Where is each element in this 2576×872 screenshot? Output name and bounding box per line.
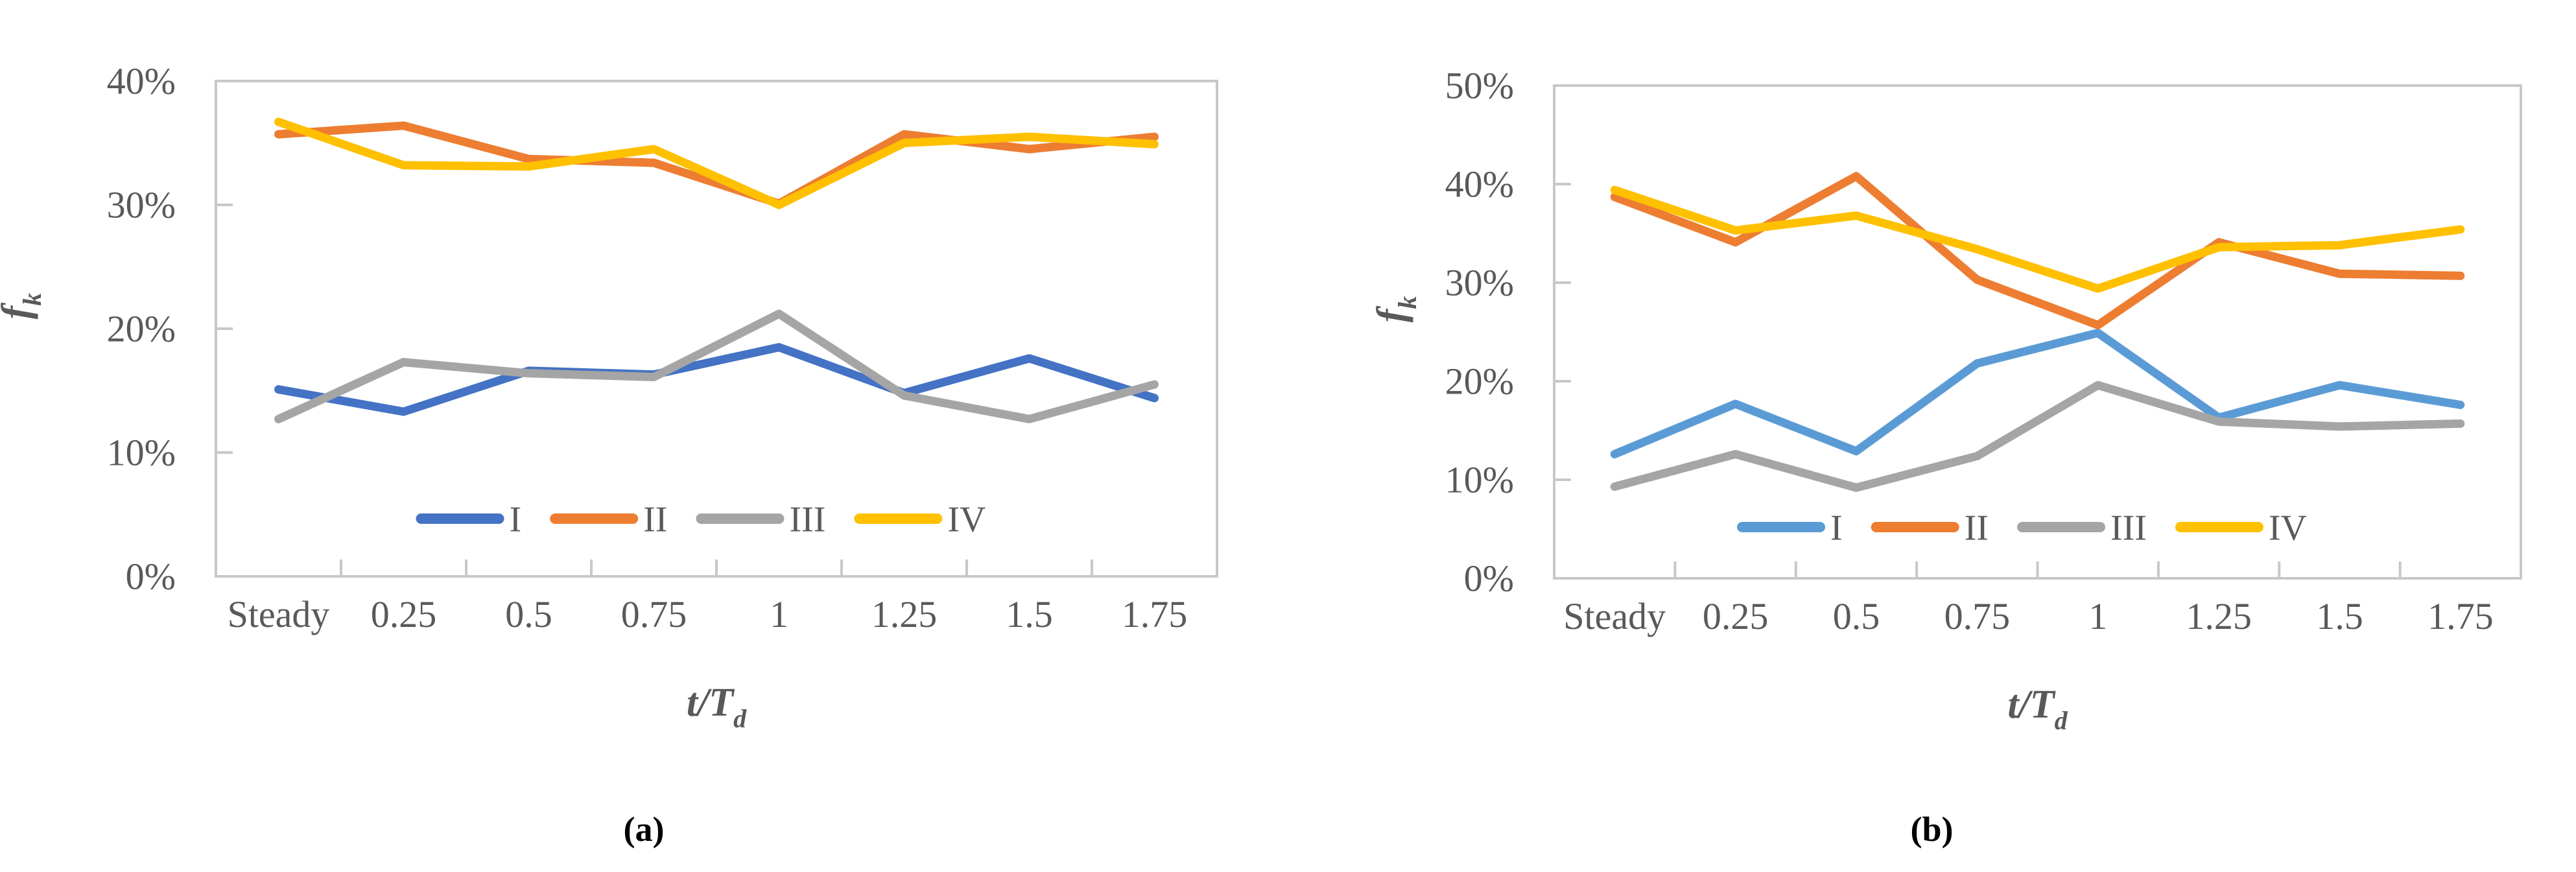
chart-b-x-tick-label: 1: [2088, 595, 2107, 637]
chart-a-y-tick-label: 20%: [107, 308, 176, 350]
chart-b-legend: I II III IV: [1737, 508, 2307, 548]
chart-b-series-II: [1610, 172, 2465, 329]
chart-b-legend-label-III: III: [2110, 508, 2147, 548]
chart-b-x-tick-label: 1.75: [2428, 595, 2494, 637]
chart-panel-a: 0% 10% 20% 30% 40% Steady 0.25 0.5 0.75 1 1.25 1.5 1…: [0, 60, 1218, 849]
chart-b-series-IV: [1610, 185, 2465, 293]
chart-b-y-tick-label: 40%: [1445, 163, 1514, 206]
chart-b-x-tick-label: 1.25: [2186, 595, 2252, 637]
chart-a-x-tick-label: 1: [770, 593, 788, 635]
chart-a-legend-item-IV: IV: [854, 500, 986, 540]
chart-b-y-tick-label: 30%: [1445, 262, 1514, 304]
chart-b-legend-item-II: II: [1871, 508, 1989, 548]
caption-a: (a): [623, 810, 665, 849]
chart-a-x-tick-label: 1.25: [871, 593, 938, 635]
chart-b-plot-border: [1553, 84, 2522, 580]
chart-a-series-I: [274, 343, 1159, 416]
chart-a-x-tick-label: 0.25: [371, 593, 437, 635]
chart-a-y-axis-title: fk: [0, 293, 47, 320]
chart-b-x-axis-title: t/Td: [2007, 683, 2068, 735]
chart-b-legend-label-II: II: [1965, 508, 1989, 548]
chart-a-x-tick-label: Steady: [228, 593, 330, 635]
chart-a-legend-label-III: III: [789, 500, 825, 540]
chart-b-legend-item-IV: IV: [2175, 508, 2307, 548]
chart-a-series-III: [274, 309, 1159, 423]
chart-a-legend-item-I: I: [416, 500, 522, 540]
line-chart-a: 0% 10% 20% 30% 40% Steady 0.25 0.5 0.75 1 1.25 1.5 1…: [0, 60, 1218, 733]
chart-b-series-I: [1610, 329, 2465, 458]
chart-a-legend-item-II: II: [550, 500, 667, 540]
chart-a-y-tick-label: 40%: [107, 60, 176, 102]
chart-a-legend: I II III IV: [416, 500, 986, 540]
chart-a-x-tick-label: 1.5: [1006, 593, 1053, 635]
chart-b-y-axis-title: fk: [1369, 296, 1422, 323]
chart-a-y-tick-label: 30%: [107, 184, 176, 226]
chart-b-x-tick-label: 0.5: [1833, 595, 1880, 637]
chart-b-x-tick-label: 0.25: [1703, 595, 1769, 637]
chart-b-x-tick-label: 1.5: [2316, 595, 2363, 637]
chart-b-y-tick-label: 10%: [1445, 459, 1514, 501]
chart-a-series-II: [274, 121, 1159, 208]
chart-a-series-IV: [274, 117, 1159, 209]
chart-a-legend-label-II: II: [643, 500, 667, 540]
chart-a-x-tick-label: 0.75: [621, 593, 687, 635]
chart-a-x-tick-label: 1.75: [1122, 593, 1188, 635]
chart-a-y-tick-label: 10%: [107, 432, 176, 474]
chart-b-legend-item-III: III: [2016, 508, 2147, 548]
chart-b-x-tick-label: 0.75: [1944, 595, 2011, 637]
chart-a-x-tick-label: 0.5: [505, 593, 552, 635]
chart-b-legend-item-I: I: [1737, 508, 1843, 548]
chart-b-legend-label-IV: IV: [2269, 508, 2307, 548]
chart-b-legend-label-I: I: [1830, 508, 1843, 548]
chart-a-legend-label-I: I: [510, 500, 522, 540]
chart-a-legend-item-III: III: [696, 500, 825, 540]
chart-b-series-III: [1610, 381, 2465, 492]
chart-b-y-tick-label: 50%: [1445, 65, 1514, 107]
chart-b-y-tick-label: 0%: [1464, 558, 1514, 600]
caption-b: (b): [1910, 810, 1954, 849]
chart-b-x-tick-label: Steady: [1563, 595, 1666, 637]
chart-panel-b: 0% 10% 20% 30% 40% 50% Steady 0.25 0.5 0.75 1 1.25 1…: [1288, 0, 2576, 872]
chart-a-y-tick-label: 0%: [126, 556, 176, 598]
chart-a-legend-label-IV: IV: [947, 500, 986, 540]
chart-a-x-axis-title: t/Td: [687, 681, 747, 733]
chart-b-y-tick-label: 20%: [1445, 360, 1514, 403]
line-chart-b: 0% 10% 20% 30% 40% 50% Steady 0.25 0.5 0.75 1 1.25 1…: [1369, 65, 2522, 735]
